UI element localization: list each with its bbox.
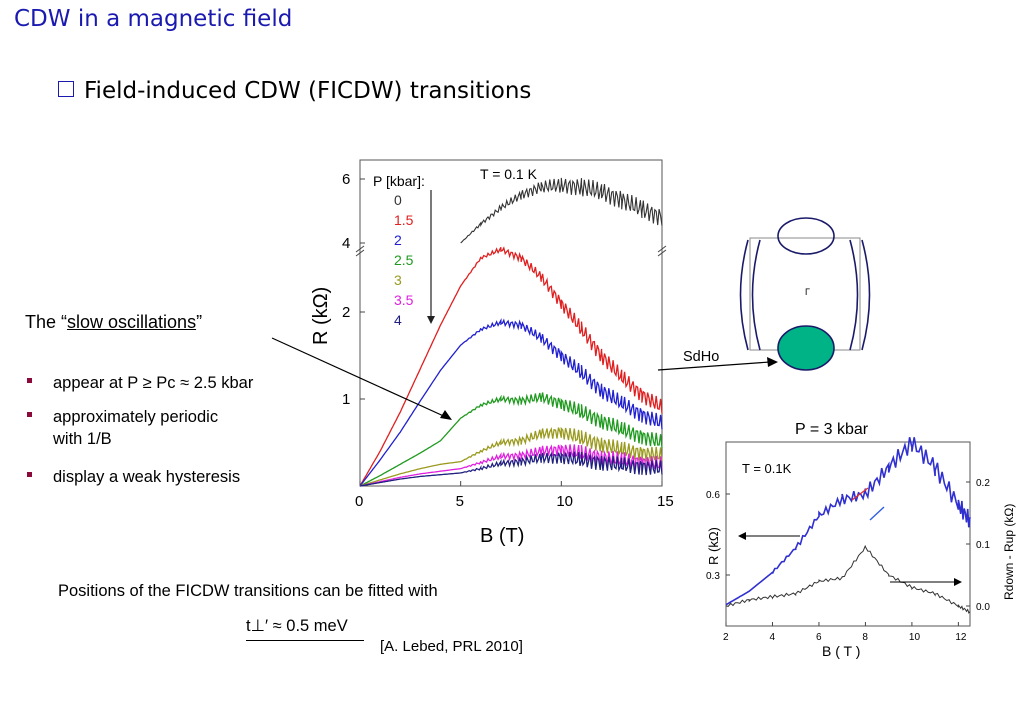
inset-chart-frame — [725, 441, 971, 627]
main-chart-legend: P [kbar]: 0 1.5 2 2.5 3 3.5 4 — [373, 173, 435, 328]
inset-y-axis-label: R (kΩ) — [706, 527, 721, 565]
bullet-square-icon — [27, 378, 32, 383]
slow-term: slow oscillations — [67, 312, 197, 332]
main-x-axis-label: B (T) — [480, 525, 524, 547]
right-y-tick-label: 0.2 — [976, 478, 990, 489]
sweep-down-arrow — [851, 487, 869, 501]
right-y-tick-label: 0.0 — [976, 602, 990, 613]
legend-entry: 3 — [394, 272, 402, 288]
formula-underline — [246, 640, 364, 641]
inset-x-axis-label: B ( T ) — [822, 643, 860, 659]
subtitle-text: Field-induced CDW (FICDW) transitions — [84, 78, 532, 104]
positions-text: Positions of the FICDW transitions can b… — [58, 582, 438, 600]
series-line-4 — [359, 451, 663, 487]
bullet-text: appear at P ≥ Pc ≈ 2.5 kbar — [53, 374, 254, 392]
sdho-arrow — [657, 361, 771, 371]
main-chart-axes: 0 5 10 15 1 2 4 6 — [342, 171, 674, 510]
reference: [A. Lebed, PRL 2010] — [380, 638, 523, 655]
main-chart-frame — [359, 159, 663, 487]
x-tick-label: 15 — [657, 493, 674, 510]
legend-entry: 2 — [394, 232, 402, 248]
tperp-formula: t⊥′ ≈ 0.5 meV — [246, 617, 348, 635]
main-y-axis-label: R (kΩ) — [310, 287, 332, 345]
inset-right-y-axis-label: Rdown - Rup (kΩ) — [1002, 504, 1016, 600]
sdho-pocket — [777, 325, 835, 371]
legend-entry: 2.5 — [394, 252, 414, 268]
legend-title: P [kbar]: — [373, 173, 425, 189]
slow-suffix: ” — [196, 312, 203, 332]
inset-temperature-annotation: T = 0.1K — [742, 461, 792, 476]
slide-subtitle: Field-induced CDW (FICDW) transitions — [58, 78, 531, 104]
main-temperature-annotation: T = 0.1 K — [480, 166, 538, 182]
series-line-0 — [460, 177, 663, 244]
x-tick-label: 4 — [769, 632, 775, 643]
x-tick-label: 5 — [456, 493, 464, 510]
arrow-head — [738, 532, 746, 540]
pressure-arrow-head — [427, 316, 435, 324]
slow-prefix: The “ — [25, 312, 68, 332]
x-tick-label: 0 — [355, 493, 363, 510]
axis-break-mark — [355, 245, 365, 253]
right-y-tick-label: 0.1 — [976, 540, 990, 551]
y-tick-label: 4 — [342, 235, 350, 252]
y-tick-label: 6 — [342, 171, 350, 188]
y-tick-label: 0.3 — [706, 571, 720, 582]
x-tick-label: 12 — [955, 632, 967, 643]
y-tick-label: 1 — [342, 391, 350, 408]
slide-title: CDW in a magnetic field — [14, 6, 293, 32]
series-line-2.5 — [359, 392, 663, 487]
x-tick-label: 6 — [816, 632, 822, 643]
checkbox-bullet-icon — [58, 81, 74, 97]
axis-break-mark — [355, 249, 365, 257]
bullet-square-icon — [27, 472, 32, 477]
inset-chart-title: P = 3 kbar — [795, 421, 869, 438]
legend-entry: 3.5 — [394, 292, 414, 308]
y-tick-label: 0.6 — [706, 490, 720, 501]
axis-break-mark — [657, 249, 667, 257]
arrow-head — [767, 357, 778, 367]
legend-entry: 0 — [394, 192, 402, 208]
bullet-square-icon — [27, 412, 32, 417]
bullet-text: display a weak hysteresis — [53, 468, 241, 486]
legend-entry: 1.5 — [394, 212, 414, 228]
series-line-2 — [359, 317, 663, 487]
y-tick-label: 2 — [342, 304, 350, 321]
inset-chart-series — [725, 437, 971, 614]
x-tick-label: 10 — [909, 632, 921, 643]
bullet-text: approximately periodic — [53, 408, 219, 426]
legend-entry: 4 — [394, 312, 402, 328]
slow-oscillation-arrow — [271, 337, 449, 419]
inset-chart-axes: 2 4 6 8 10 12 0.3 0.6 0.0 0.1 0.2 — [706, 478, 990, 643]
sdho-label: SdHo — [683, 349, 720, 365]
series-line-3 — [359, 426, 663, 487]
x-tick-label: 8 — [862, 632, 868, 643]
x-tick-label: 2 — [723, 632, 729, 643]
axis-break-mark — [657, 245, 667, 253]
inset-series-line — [725, 437, 971, 606]
arrow-head — [440, 410, 452, 420]
series-line-1.5 — [359, 246, 663, 487]
sweep-up-arrow — [869, 506, 885, 521]
fermi-surface-diagram — [739, 217, 871, 371]
arrow-head — [954, 578, 962, 586]
bullet-text-cont: with 1/B — [53, 430, 112, 448]
gamma-label: Γ — [805, 287, 810, 297]
main-chart-series — [359, 177, 663, 487]
inset-series-line — [725, 545, 971, 614]
x-tick-label: 10 — [556, 493, 573, 510]
slow-oscillations-heading: The “slow oscillations” — [25, 312, 202, 333]
